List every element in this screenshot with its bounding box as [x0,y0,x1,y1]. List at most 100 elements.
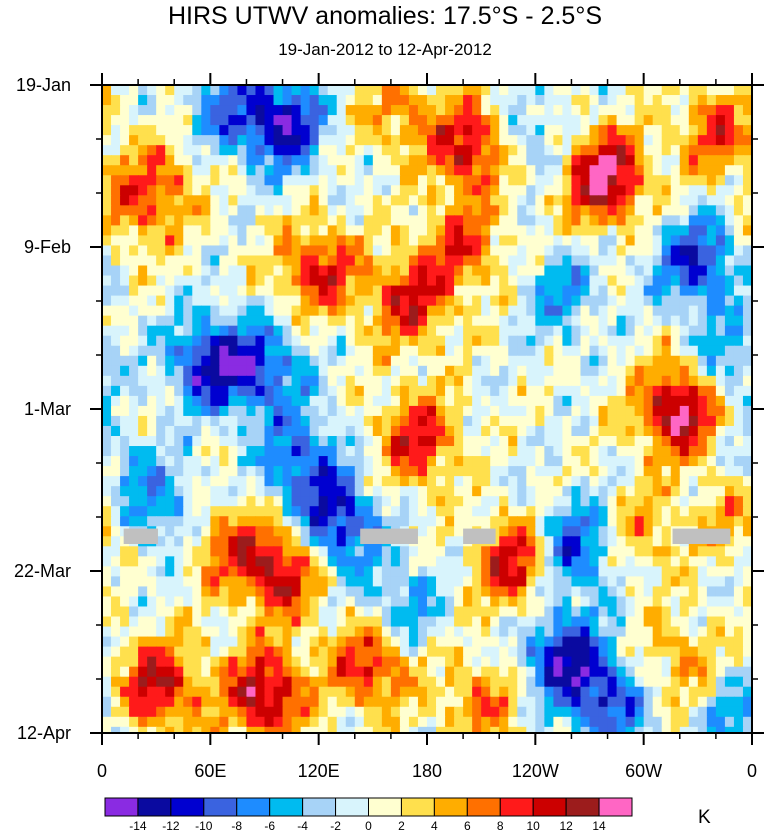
heat-cell [183,686,193,698]
heat-cell [300,165,311,176]
heat-cell [192,315,202,327]
heat-cell [508,395,518,407]
heat-cell [589,466,600,477]
heat-cell [237,646,248,658]
heat-cell [102,425,112,437]
heat-cell [345,726,356,733]
heat-cell [724,446,735,457]
heat-cell [706,616,717,628]
heat-cell [742,85,752,96]
heat-cell [165,255,175,267]
heat-cell [102,325,112,337]
heat-cell [255,285,266,297]
heat-cell [219,496,229,507]
heat-cell [120,355,130,367]
heat-cell [264,85,275,96]
heat-cell [300,275,311,287]
heat-cell [571,706,582,718]
heat-cell [454,596,464,608]
heat-cell [544,646,554,658]
heat-cell [354,506,365,517]
heat-cell [544,686,554,698]
heat-cell [255,726,266,733]
heat-cell [120,466,130,477]
heat-cell [255,305,266,317]
heat-cell [490,315,500,327]
heat-cell [436,686,446,698]
heat-cell [318,205,329,216]
heat-cell [436,566,446,577]
heat-cell [436,155,446,166]
heat-cell [219,395,229,407]
heat-cell [237,185,248,196]
heat-cell [724,616,735,628]
heat-cell [390,365,401,377]
heat-cell [273,255,284,267]
heat-cell [156,686,166,698]
heat-cell [138,335,148,347]
heat-cell [607,576,618,588]
heat-cell [688,325,699,337]
heat-cell [571,105,582,116]
heat-cell [436,375,446,387]
heat-cell [264,466,275,477]
heat-cell [345,105,356,116]
heat-cell [634,616,645,628]
heat-cell [363,405,374,417]
heat-cell [273,656,284,668]
heat-cell [228,215,239,226]
heat-cell [499,626,509,638]
heat-cell [129,365,139,377]
heat-cell [390,466,401,477]
heat-cell [201,596,211,608]
heat-cell [499,315,509,327]
heat-cell [535,425,545,437]
heat-cell [679,185,690,196]
heat-cell [535,726,545,733]
heat-cell [345,576,356,588]
heat-cell [381,355,392,367]
heat-cell [625,215,636,226]
heat-cell [102,245,112,257]
heat-cell [679,345,690,357]
heat-cell [345,145,356,156]
heat-cell [490,85,500,96]
heat-cell [724,375,735,387]
heat-cell [354,686,365,698]
heat-cell [336,566,347,577]
heat-cell [264,706,275,718]
heat-cell [436,405,446,417]
heat-cell [255,385,266,397]
heat-cell [165,185,175,196]
heat-cell [228,95,239,106]
heat-cell [174,486,184,497]
heat-cell [147,145,157,156]
heat-cell [445,676,455,688]
heat-cell [336,335,347,347]
heat-cell [363,385,374,397]
heat-cell [652,385,663,397]
heat-cell [228,586,239,598]
heat-cell [327,506,338,517]
heat-cell [336,646,347,658]
heat-cell [580,496,591,507]
heat-cell [183,646,193,658]
heat-cell [120,105,130,116]
heat-cell [544,516,554,527]
heat-cell [589,476,600,487]
heat-cell [562,466,573,477]
heat-cell [417,295,428,307]
heat-cell [499,145,509,156]
heat-cell [102,726,112,733]
heat-cell [652,696,663,708]
heat-cell [742,496,752,507]
heat-cell [417,646,428,658]
heat-cell [309,566,320,577]
heat-cell [562,436,573,447]
heat-cell [688,616,699,628]
heat-cell [282,195,293,206]
heat-cell [724,696,735,708]
heat-cell [670,686,681,698]
heat-cell [742,365,752,377]
heat-cell [120,666,130,678]
